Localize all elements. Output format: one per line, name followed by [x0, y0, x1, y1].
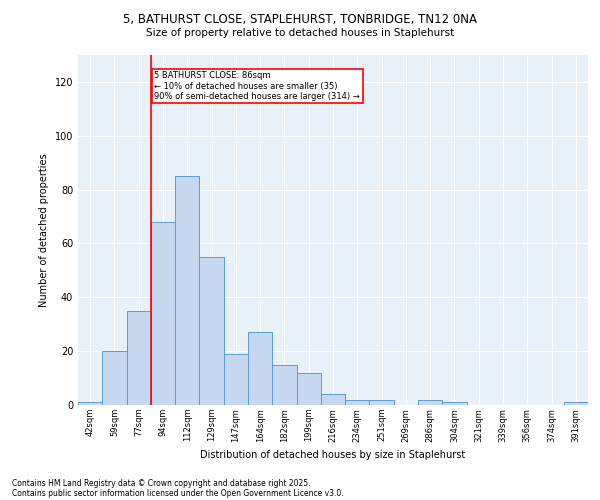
Bar — [127, 311, 151, 405]
Bar — [78, 402, 102, 405]
Bar — [224, 354, 248, 405]
Bar — [102, 351, 127, 405]
Bar — [151, 222, 175, 405]
Bar — [564, 402, 588, 405]
Bar — [248, 332, 272, 405]
Text: 5 BATHURST CLOSE: 86sqm
← 10% of detached houses are smaller (35)
90% of semi-de: 5 BATHURST CLOSE: 86sqm ← 10% of detache… — [155, 71, 360, 101]
Bar — [175, 176, 199, 405]
Text: Size of property relative to detached houses in Staplehurst: Size of property relative to detached ho… — [146, 28, 454, 38]
Y-axis label: Number of detached properties: Number of detached properties — [39, 153, 49, 307]
Bar — [272, 364, 296, 405]
Bar — [418, 400, 442, 405]
Bar — [345, 400, 370, 405]
Bar — [296, 372, 321, 405]
Bar — [442, 402, 467, 405]
Bar — [370, 400, 394, 405]
X-axis label: Distribution of detached houses by size in Staplehurst: Distribution of detached houses by size … — [200, 450, 466, 460]
Bar — [199, 257, 224, 405]
Bar — [321, 394, 345, 405]
Text: Contains public sector information licensed under the Open Government Licence v3: Contains public sector information licen… — [12, 488, 344, 498]
Text: Contains HM Land Registry data © Crown copyright and database right 2025.: Contains HM Land Registry data © Crown c… — [12, 478, 311, 488]
Text: 5, BATHURST CLOSE, STAPLEHURST, TONBRIDGE, TN12 0NA: 5, BATHURST CLOSE, STAPLEHURST, TONBRIDG… — [123, 12, 477, 26]
